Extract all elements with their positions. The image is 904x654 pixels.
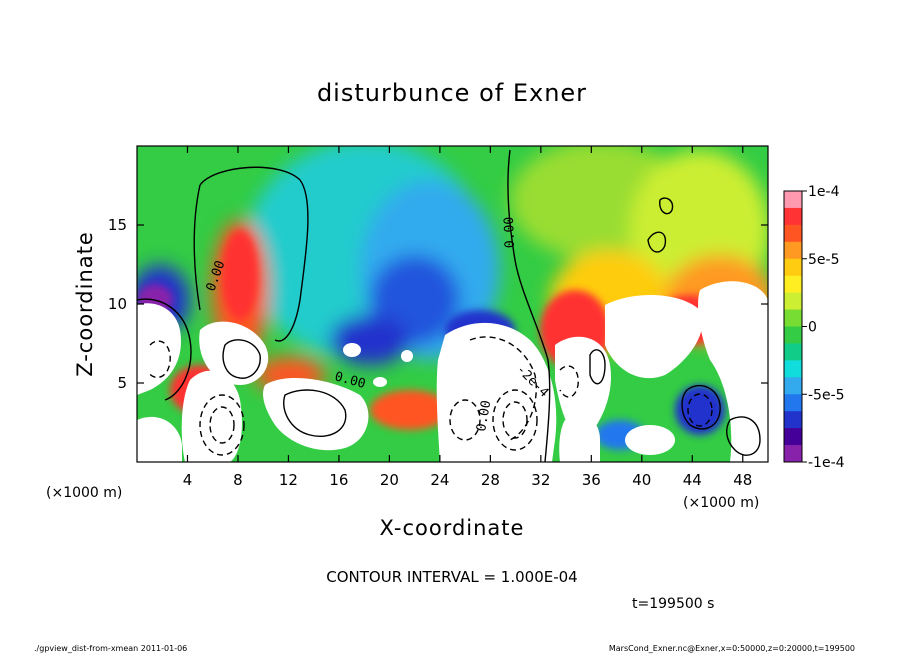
x-tick-label: 36 <box>582 471 601 489</box>
x-unit-right: (×1000 m) <box>683 495 759 511</box>
colorbar-swatch <box>784 224 802 243</box>
colorbar-tick-label: -1e-4 <box>808 455 845 471</box>
x-tick-label: 40 <box>632 471 651 489</box>
x-tick-label: 8 <box>233 471 243 489</box>
colorbar-swatch <box>784 207 802 226</box>
colorbar-tick-label: 5e-5 <box>808 252 839 268</box>
colorbar-swatch <box>784 275 802 294</box>
colorbar-swatch <box>784 326 802 344</box>
colorbar: 1e-4 5e-5 0 -5e-5 -1e-4 <box>783 184 845 471</box>
x-unit-left: (×1000 m) <box>46 485 122 501</box>
colorbar-swatch <box>784 292 802 311</box>
colorbar-swatch <box>784 377 802 395</box>
x-tick-label: 12 <box>279 471 298 489</box>
colorbar-swatch <box>784 445 802 463</box>
x-tick-label: 24 <box>430 471 449 489</box>
colorbar-swatch <box>784 428 802 446</box>
footer-right: MarsCond_Exner.nc@Exner,x=0:50000,z=0:20… <box>609 644 855 653</box>
x-tick-label: 16 <box>329 471 348 489</box>
colorbar-swatch <box>784 411 802 429</box>
y-axis: 5 10 15 <box>108 216 768 392</box>
x-tick-label: 28 <box>481 471 500 489</box>
colorbar-swatch <box>784 394 802 412</box>
colorbar-swatch <box>784 191 802 209</box>
contour-label: 0.00 <box>502 217 518 249</box>
footer-left: ./gpview_dist-from-xmean 2011-01-06 <box>34 644 187 653</box>
contour-interval-label: CONTOUR INTERVAL = 1.000E-04 <box>326 568 577 586</box>
contour-label: 0.00 <box>474 399 494 432</box>
colorbar-tick-label: 0 <box>808 320 817 336</box>
colorbar-tick-label: -5e-5 <box>808 387 845 403</box>
y-tick-label: 5 <box>117 374 127 392</box>
y-tick-label: 10 <box>108 295 127 313</box>
colorbar-tick-label: 1e-4 <box>808 184 840 200</box>
x-tick-label: 4 <box>183 471 193 489</box>
x-tick-label: 20 <box>380 471 399 489</box>
x-tick-label: 32 <box>531 471 550 489</box>
colorbar-swatch <box>784 343 802 361</box>
y-tick-label: 15 <box>108 216 127 234</box>
x-tick-label: 44 <box>683 471 702 489</box>
chart-title: disturbunce of Exner <box>317 79 587 107</box>
x-tick-label: 48 <box>733 471 752 489</box>
field-image <box>137 146 768 462</box>
colorbar-swatch <box>784 258 802 277</box>
negative-contours <box>147 336 713 456</box>
y-axis-label: Z-coordinate <box>73 231 97 377</box>
contour-lines <box>137 149 761 462</box>
colorbar-swatch <box>784 360 802 378</box>
colorbar-swatch <box>784 309 802 327</box>
x-axis-label: X-coordinate <box>380 516 525 540</box>
colorbar-swatch <box>784 241 802 260</box>
time-label: t=199500 s <box>632 596 714 612</box>
x-axis: 4 8 12 16 20 24 28 32 36 40 44 48 <box>183 146 752 489</box>
